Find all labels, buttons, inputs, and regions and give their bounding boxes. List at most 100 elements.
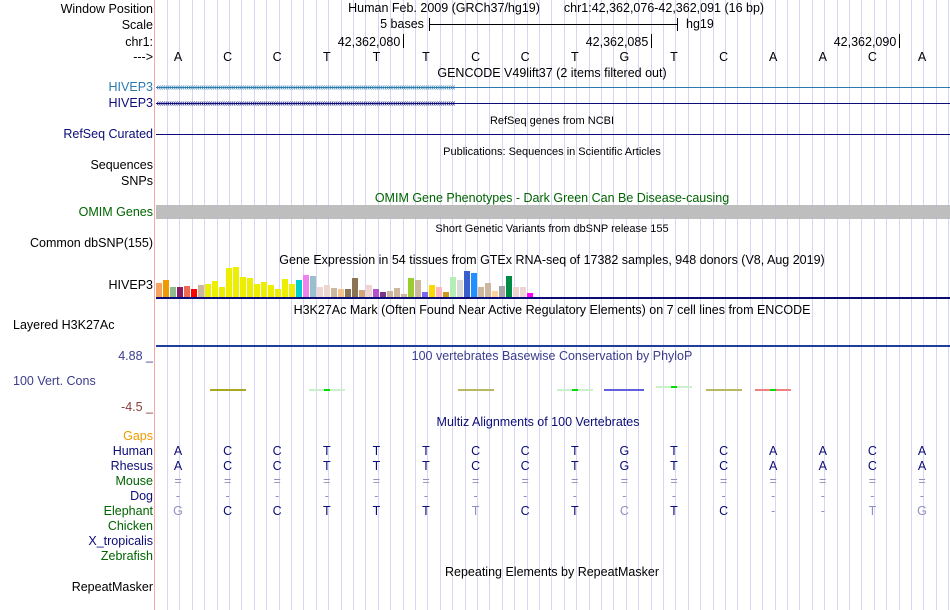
gtex-tissue-bar[interactable] [450, 277, 456, 297]
gtex-tissue-bar[interactable] [254, 284, 260, 297]
phylop-graph[interactable] [156, 360, 950, 410]
gencode-item-label[interactable]: HIVEP3 [108, 80, 153, 94]
gtex-tissue-bar[interactable] [240, 277, 246, 297]
gtex-tissue-bar[interactable] [359, 290, 365, 297]
gtex-tissue-bar[interactable] [429, 285, 435, 297]
grid-line [328, 0, 329, 610]
gtex-tissue-bar[interactable] [422, 292, 428, 297]
gtex-tissue-bar[interactable] [520, 287, 526, 297]
gtex-tissue-bar[interactable] [184, 286, 190, 297]
multiz-base: - [820, 504, 825, 518]
multiz-species-label[interactable]: Human [112, 444, 153, 458]
multiz-species-label[interactable]: Chicken [107, 519, 153, 533]
multiz-species-label[interactable]: Rhesus [110, 459, 153, 473]
gtex-tissue-bar[interactable] [163, 280, 169, 297]
gtex-tissue-bar[interactable] [499, 286, 505, 297]
grid-line [936, 0, 937, 610]
publications-title: Publications: Sequences in Scientific Ar… [443, 146, 661, 158]
gtex-tissue-bar[interactable] [527, 293, 533, 297]
gtex-tissue-bar[interactable] [352, 278, 358, 297]
gtex-tissue-bar[interactable] [261, 282, 267, 297]
position-text[interactable]: chr1:42,362,076-42,362,091 (16 bp) [563, 1, 765, 15]
gtex-tissue-bar[interactable] [324, 285, 330, 297]
gtex-tissue-bar[interactable] [268, 285, 274, 297]
publications-snps-label[interactable]: SNPs [121, 174, 153, 188]
gtex-tissue-bar[interactable] [247, 278, 253, 297]
grid-line [750, 0, 751, 610]
gtex-tissue-bar[interactable] [408, 278, 414, 297]
gtex-tissue-bar[interactable] [198, 285, 204, 297]
omim-gene-bar[interactable] [156, 205, 950, 219]
gtex-tissue-bar[interactable] [219, 287, 225, 297]
gtex-tissue-bar[interactable] [366, 285, 372, 297]
gtex-tissue-bar[interactable] [303, 275, 309, 297]
gtex-tissue-bar[interactable] [387, 291, 393, 297]
grid-line [948, 0, 949, 610]
multiz-gaps-label[interactable]: Gaps [123, 429, 153, 443]
gtex-tissue-bar[interactable] [317, 287, 323, 297]
multiz-species-label[interactable]: Elephant [103, 504, 153, 518]
gtex-tissue-bar[interactable] [296, 280, 302, 297]
gtex-tissue-bar[interactable] [415, 280, 421, 297]
gencode-transcript[interactable]: ‹‹‹‹‹‹‹‹‹‹‹‹‹‹‹‹‹‹‹‹‹‹‹‹‹‹‹‹‹‹‹‹‹‹‹‹‹‹‹‹… [156, 99, 950, 108]
gtex-tissue-bar[interactable] [282, 279, 288, 297]
gtex-tissue-bar[interactable] [170, 287, 176, 297]
gtex-tissue-bar[interactable] [485, 283, 491, 297]
transcript-line [156, 87, 950, 88]
publications-sequences-label[interactable]: Sequences [90, 158, 153, 172]
gtex-tissue-bar[interactable] [471, 273, 477, 297]
gtex-tissue-bar[interactable] [457, 280, 463, 297]
gtex-tissue-bar[interactable] [338, 289, 344, 297]
gtex-tissue-bar[interactable] [478, 287, 484, 297]
repeatmasker-label[interactable]: RepeatMasker [71, 580, 153, 594]
refseq-label[interactable]: RefSeq Curated [63, 127, 153, 141]
gtex-tissue-bar[interactable] [443, 292, 449, 297]
base-letter: C [223, 50, 233, 64]
multiz-species-label[interactable]: Mouse [115, 474, 153, 488]
gtex-tissue-bar[interactable] [275, 289, 281, 297]
multiz-species-label[interactable]: Zebrafish [100, 549, 153, 563]
gtex-tissue-bar[interactable] [212, 281, 218, 297]
multiz-species-label[interactable]: Dog [130, 489, 153, 503]
gtex-tissue-bar[interactable] [345, 289, 351, 297]
gtex-tissue-bar[interactable] [506, 276, 512, 297]
gtex-tissue-bar[interactable] [380, 292, 386, 297]
gtex-tissue-bar[interactable] [331, 288, 337, 297]
gtex-tissue-bar[interactable] [191, 289, 197, 297]
gtex-label[interactable]: HIVEP3 [108, 278, 153, 292]
gtex-tissue-bar[interactable] [513, 287, 519, 297]
gtex-tissue-bar[interactable] [233, 267, 239, 297]
gtex-bar-chart[interactable] [156, 265, 536, 297]
grid-line [861, 0, 862, 610]
gtex-tissue-bar[interactable] [226, 268, 232, 297]
coord-label: 42,362,080 [337, 35, 401, 49]
gtex-tissue-bar[interactable] [205, 284, 211, 297]
gtex-tissue-bar[interactable] [373, 289, 379, 297]
gtex-tissue-bar[interactable] [401, 294, 407, 297]
multiz-base: - [572, 489, 577, 503]
gtex-tissue-bar[interactable] [394, 288, 400, 297]
multiz-base: T [422, 504, 430, 518]
gtex-tissue-bar[interactable] [310, 276, 316, 297]
multiz-base: = [719, 474, 728, 488]
multiz-species-label[interactable]: X_tropicalis [88, 534, 153, 548]
phylop-label[interactable]: 100 Vert. Cons [13, 374, 96, 388]
gtex-tissue-bar[interactable] [464, 271, 470, 297]
grid-line [849, 0, 850, 610]
gtex-tissue-bar[interactable] [436, 287, 442, 297]
multiz-base: C [867, 459, 877, 473]
gtex-tissue-bar[interactable] [492, 291, 498, 297]
strand-label[interactable]: ---> [133, 50, 153, 64]
gtex-tissue-bar[interactable] [156, 283, 162, 297]
omim-label[interactable]: OMIM Genes [78, 205, 153, 219]
multiz-base: T [372, 459, 381, 473]
refseq-gene-line[interactable] [156, 134, 950, 135]
gtex-tissue-bar[interactable] [289, 284, 295, 297]
multiz-base: - [275, 489, 280, 503]
gencode-item-label[interactable]: HIVEP3 [108, 96, 153, 110]
gtex-tissue-bar[interactable] [177, 287, 183, 297]
gencode-transcript[interactable]: ‹‹‹‹‹‹‹‹‹‹‹‹‹‹‹‹‹‹‹‹‹‹‹‹‹‹‹‹‹‹‹‹‹‹‹‹‹‹‹‹… [156, 83, 950, 92]
dbsnp-label[interactable]: Common dbSNP(155) [30, 236, 153, 250]
h3k27ac-label[interactable]: Layered H3K27Ac [13, 318, 115, 332]
phylop-score-peak [323, 389, 330, 391]
